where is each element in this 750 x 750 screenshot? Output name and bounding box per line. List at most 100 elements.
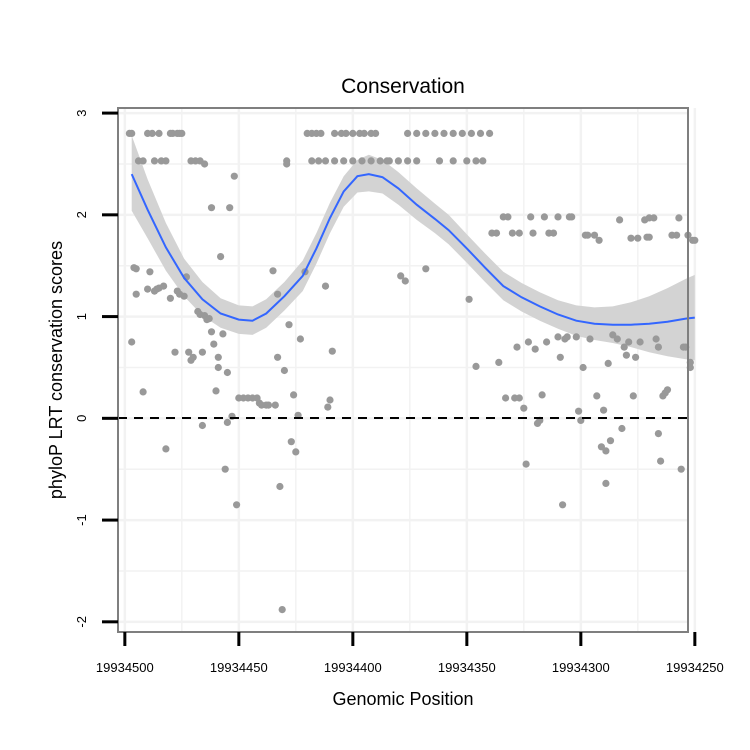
data-point	[198, 348, 206, 356]
data-point	[600, 406, 608, 414]
data-point	[278, 606, 286, 614]
data-point	[502, 394, 510, 402]
data-point	[367, 157, 375, 165]
data-point	[513, 343, 521, 351]
data-point	[467, 129, 475, 137]
data-point	[214, 353, 222, 361]
data-point	[264, 401, 273, 409]
data-point	[280, 366, 288, 375]
data-point	[315, 157, 323, 165]
x-tick-label: 19934350	[438, 660, 496, 675]
data-point	[274, 353, 282, 361]
x-tick-label: 19934250	[666, 660, 724, 675]
confidence-band-group	[131, 135, 695, 361]
data-point	[171, 348, 179, 356]
data-point	[217, 253, 225, 261]
data-point	[593, 392, 601, 400]
data-point	[673, 231, 681, 239]
data-point	[492, 229, 501, 237]
data-point	[155, 129, 163, 137]
data-point	[331, 157, 339, 165]
data-point	[223, 368, 231, 377]
data-point	[210, 340, 218, 348]
data-point	[308, 157, 316, 165]
data-point	[132, 290, 140, 298]
data-point	[340, 157, 348, 165]
data-point	[540, 213, 549, 221]
data-point	[606, 437, 615, 445]
data-point	[449, 129, 457, 137]
data-point	[586, 335, 594, 343]
data-point	[160, 282, 168, 290]
data-point	[214, 363, 222, 372]
data-point	[321, 282, 330, 290]
data-point	[579, 363, 587, 372]
data-point	[269, 267, 277, 275]
data-point	[645, 233, 653, 241]
data-point	[602, 447, 610, 455]
data-point	[360, 129, 368, 137]
data-point	[292, 448, 300, 456]
data-point	[317, 129, 325, 137]
data-point	[554, 213, 562, 221]
data-point	[465, 295, 473, 303]
data-point	[440, 129, 448, 137]
data-point	[230, 172, 238, 180]
data-point	[590, 231, 599, 239]
data-point	[620, 343, 628, 351]
y-tick-label: 1	[74, 313, 89, 320]
y-axis-ticks: -2 -1 0 1 2 3	[74, 109, 118, 628]
data-point	[625, 338, 633, 346]
data-point	[401, 277, 409, 285]
x-tick-label: 19934300	[552, 660, 610, 675]
data-point	[602, 479, 610, 487]
data-point	[618, 424, 626, 433]
data-point	[198, 421, 206, 430]
data-point	[212, 387, 220, 395]
data-point	[677, 465, 685, 473]
smooth-line-group	[130, 173, 695, 326]
x-axis-ticks: 19934500 19934450 19934400 19934350 19934300…	[96, 632, 724, 675]
data-point	[463, 157, 471, 165]
y-axis-label: phyloP LRT conservation scores	[46, 241, 66, 499]
data-point	[495, 358, 503, 366]
data-point	[515, 229, 523, 237]
data-point	[431, 129, 439, 137]
data-point	[331, 129, 339, 137]
points-group	[125, 129, 699, 614]
data-point	[458, 129, 466, 137]
data-point	[654, 430, 663, 438]
data-point	[508, 229, 516, 237]
data-point	[422, 129, 430, 137]
data-point	[180, 292, 188, 300]
y-tick-label: -2	[74, 616, 89, 628]
data-point	[274, 290, 282, 298]
data-point	[595, 236, 603, 244]
data-point	[162, 157, 170, 165]
data-point	[652, 335, 660, 343]
data-point	[162, 445, 170, 453]
data-point	[201, 160, 209, 168]
data-point	[527, 213, 535, 221]
data-point	[616, 216, 624, 224]
data-point	[650, 214, 658, 222]
data-point	[290, 391, 298, 399]
data-point	[219, 330, 227, 338]
data-point	[397, 272, 405, 280]
plot-border	[117, 107, 689, 633]
data-point	[472, 157, 480, 165]
x-tick-label: 19934400	[324, 660, 382, 675]
data-point	[575, 407, 583, 415]
data-point	[627, 234, 635, 242]
data-point	[538, 391, 546, 399]
data-point	[205, 315, 213, 323]
data-point	[223, 418, 231, 426]
data-point	[422, 265, 430, 273]
data-point	[185, 348, 193, 356]
data-point	[520, 404, 528, 412]
data-point	[486, 129, 494, 137]
y-tick-label: 0	[74, 415, 89, 422]
data-point	[394, 157, 402, 165]
data-point	[166, 294, 174, 302]
